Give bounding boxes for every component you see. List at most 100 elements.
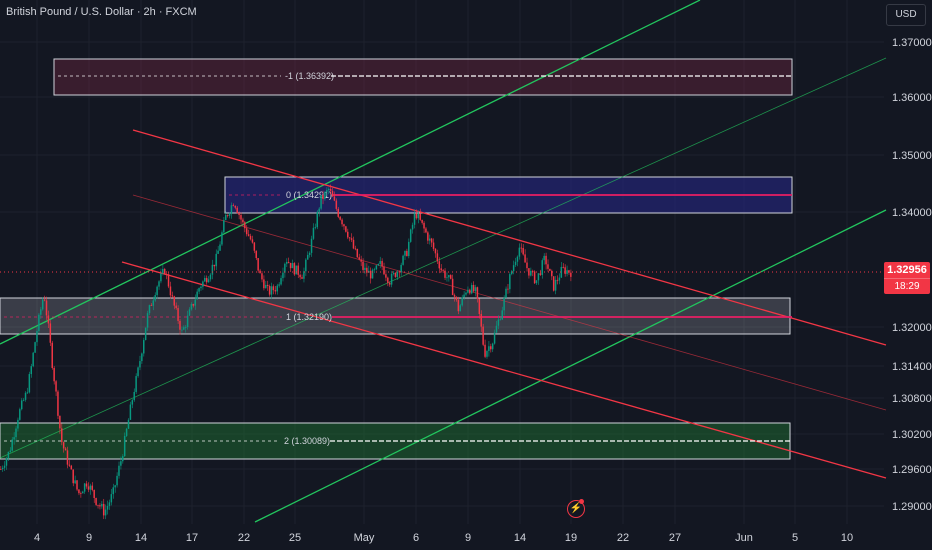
- bar-countdown: 18:29: [884, 278, 930, 294]
- candle-body: [451, 278, 454, 296]
- candle-body: [320, 195, 322, 209]
- candle-body: [177, 308, 179, 321]
- candle-body: [91, 485, 94, 490]
- candle-body: [263, 279, 265, 289]
- time-axis[interactable]: 4 9 14 17 22 25 May 6 9 14 19 22 27 Jun 5 10: [34, 532, 853, 544]
- candle-body: [533, 271, 536, 284]
- candle-body: [19, 409, 21, 420]
- fib-zone-1[interactable]: [0, 297, 791, 335]
- candle-body: [152, 300, 155, 306]
- candle-body: [507, 288, 509, 290]
- candle-body: [219, 244, 221, 251]
- candle-body: [169, 286, 172, 296]
- candle-body: [427, 232, 429, 241]
- candle-body: [282, 272, 284, 279]
- candle-body: [245, 228, 248, 235]
- candle-body: [446, 277, 448, 279]
- candle-body: [398, 271, 400, 273]
- candle-body: [490, 346, 492, 350]
- candle-body: [175, 305, 177, 309]
- candle-body: [480, 313, 482, 327]
- candle-body: [188, 309, 191, 316]
- time-tick-label: 19: [565, 532, 577, 544]
- currency-button[interactable]: USD: [886, 4, 926, 26]
- fib-zone-minus1[interactable]: [53, 58, 793, 96]
- candle-body: [160, 273, 162, 282]
- candle-body: [167, 274, 170, 287]
- candle-body: [465, 292, 467, 295]
- candle-body: [364, 267, 366, 270]
- red-channel-upper[interactable]: [132, 129, 887, 346]
- price-tick-label: 1.37000: [892, 37, 932, 49]
- price-tick-label: 1.30200: [892, 429, 932, 441]
- candle-body: [305, 259, 307, 272]
- candle-body: [230, 205, 233, 214]
- green-channel-upper[interactable]: [0, 0, 701, 345]
- last-price-tag: 1.32956 18:29: [884, 262, 930, 294]
- candle-body: [484, 344, 486, 357]
- candle-body: [520, 247, 523, 249]
- lightning-icon[interactable]: ⚡: [567, 500, 585, 518]
- price-tick-label: 1.35000: [892, 150, 932, 162]
- candle-body: [257, 258, 259, 271]
- candle-body: [429, 238, 431, 241]
- candle-body: [66, 450, 69, 465]
- candle-body: [444, 270, 446, 278]
- candle-body: [171, 295, 174, 297]
- candle-body: [0, 469, 2, 470]
- candle-body: [486, 351, 488, 357]
- candle-body: [215, 253, 217, 267]
- candle-body: [162, 268, 164, 274]
- candle-body: [337, 208, 339, 217]
- candle-body: [38, 314, 40, 331]
- green-channel-lower[interactable]: [254, 209, 887, 523]
- candle-body: [150, 305, 153, 306]
- candle-body: [356, 248, 359, 258]
- fib-label: 2 (1.30089): [284, 436, 330, 446]
- candle-body: [287, 261, 290, 263]
- candle-body: [102, 503, 105, 516]
- candle-body: [501, 310, 503, 320]
- green-channel-mid[interactable]: [0, 57, 887, 459]
- candle-body: [289, 262, 292, 269]
- candle-body: [32, 352, 34, 367]
- candle-body: [97, 504, 99, 506]
- candle-body: [255, 250, 257, 259]
- candle-body: [181, 329, 183, 331]
- red-channel-lower[interactable]: [121, 261, 887, 479]
- candle-body: [76, 480, 78, 490]
- candle-body: [291, 263, 294, 269]
- time-tick-label: 6: [413, 532, 419, 544]
- candle-body: [204, 277, 206, 282]
- candle-body: [129, 404, 132, 420]
- time-tick-label: 14: [135, 532, 147, 544]
- candle-body: [51, 342, 53, 369]
- candle-body: [425, 228, 427, 233]
- candle-body: [499, 319, 502, 321]
- red-channel-mid[interactable]: [132, 194, 887, 411]
- candle-body: [244, 222, 246, 229]
- last-price-value: 1.32956: [887, 264, 927, 276]
- candle-body: [316, 211, 319, 228]
- candle-body: [261, 273, 263, 280]
- candle-body: [74, 480, 76, 484]
- candle-body: [40, 309, 42, 315]
- candle-body: [379, 261, 381, 265]
- candle-body: [448, 275, 450, 278]
- candle-body: [423, 222, 425, 229]
- price-axis[interactable]: 1.37000 1.36000 1.35000 1.34000 1.32000 1.314…: [892, 37, 932, 513]
- candle-body: [455, 296, 458, 301]
- candle-body: [221, 232, 223, 245]
- candle-body: [387, 277, 389, 283]
- candle-body: [552, 276, 555, 291]
- candle-body: [545, 255, 547, 265]
- candle-body: [381, 261, 383, 267]
- candle-body: [154, 295, 156, 301]
- candle-body: [375, 265, 378, 270]
- candle-body: [558, 277, 561, 281]
- candle-body: [350, 238, 353, 240]
- candle-body: [514, 261, 517, 266]
- candle-body: [49, 323, 52, 343]
- candle-body: [99, 505, 101, 507]
